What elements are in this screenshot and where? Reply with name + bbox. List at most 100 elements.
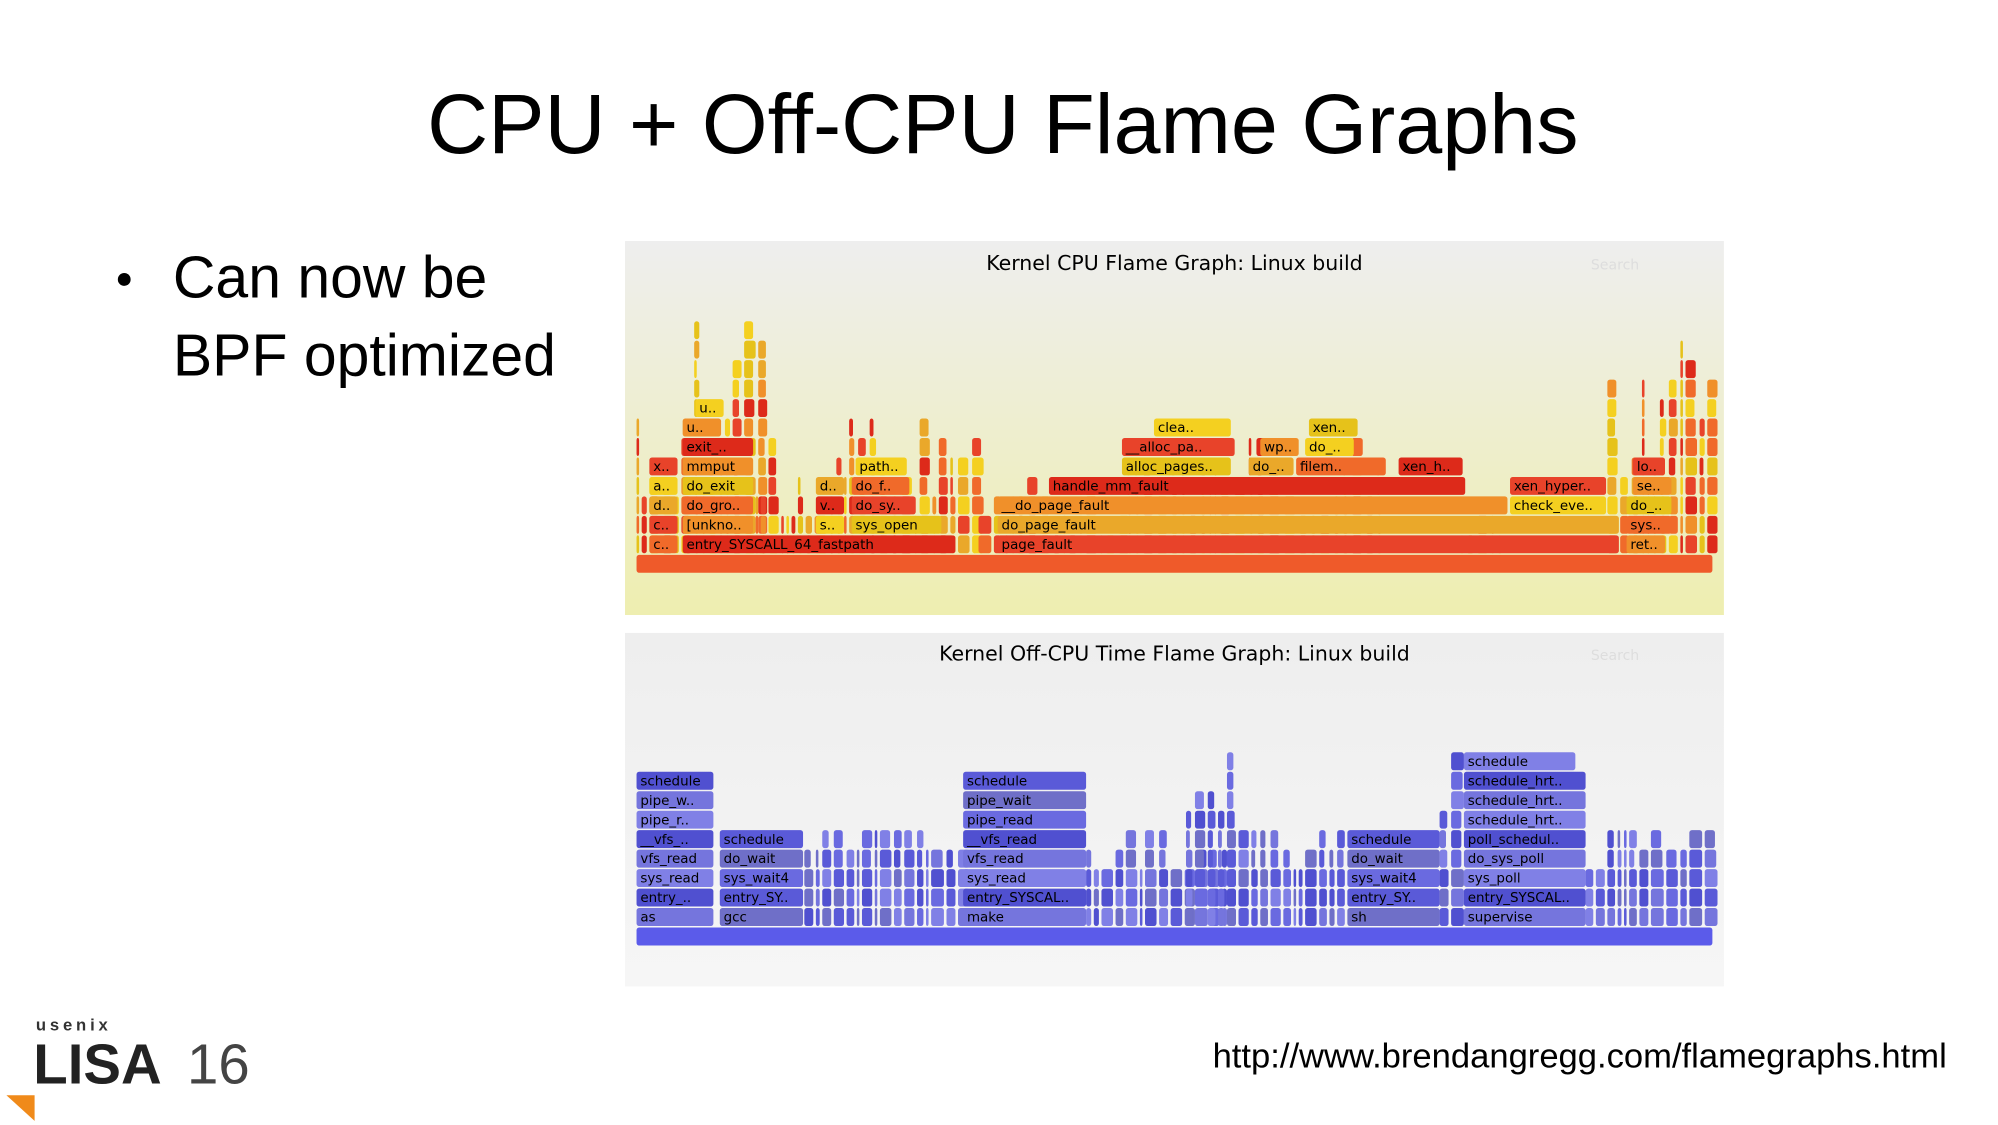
flame-frame: [1207, 869, 1216, 888]
flame-frame: [1329, 908, 1335, 926]
flame-frame: [1185, 810, 1192, 829]
flame-frame: [732, 418, 742, 437]
flame-frame: [732, 360, 742, 379]
flame-frame: [1689, 908, 1703, 926]
flame-frame: [1617, 888, 1622, 907]
offcpu-graph-title: Kernel Off-CPU Time Flame Graph: Linux b…: [939, 642, 1410, 666]
flame-frame: [1238, 888, 1249, 907]
flame-frame: [893, 888, 902, 907]
flame-frame: [760, 515, 766, 534]
flame-frame: [1699, 535, 1705, 554]
flame-frame: [1251, 888, 1258, 907]
flame-frame: [1185, 830, 1190, 849]
flame-frame: [851, 496, 916, 515]
flame-frame: [1260, 830, 1266, 849]
flame-frame: [946, 849, 953, 868]
flame-frame: [1639, 849, 1649, 868]
flame-frame: [1115, 869, 1124, 888]
flame-frame: [1329, 869, 1335, 888]
flame-frame: [893, 849, 901, 868]
flame-frame: [719, 849, 804, 868]
flame-frame: [1607, 399, 1617, 418]
search-button[interactable]: Search: [1591, 648, 1639, 664]
frame-label: do_f..: [856, 480, 892, 495]
flame-frame: [1170, 869, 1183, 888]
flame-frame: [958, 535, 970, 554]
flame-frame: [694, 321, 700, 340]
flame-frame: [874, 869, 878, 888]
flame-frame: [1101, 888, 1113, 907]
flame-frame: [1685, 476, 1696, 495]
flame-frame: [758, 360, 766, 379]
flame-frame: [1639, 869, 1649, 888]
flame-frame: [879, 830, 891, 849]
frame-label: __vfs_..: [639, 833, 688, 848]
slide-title: CPU + Off-CPU Flame Graphs: [427, 76, 1578, 171]
flame-frame: [682, 476, 754, 495]
frame-label: sys_read: [967, 872, 1026, 887]
flame-frame: [1305, 908, 1317, 926]
flame-frame: [1238, 908, 1249, 926]
flame-frame: [1283, 869, 1292, 888]
flame-frame: [1298, 888, 1303, 907]
flame-frame: [1226, 888, 1236, 907]
flame-frame: [1221, 849, 1227, 868]
flame-frame: [1463, 810, 1586, 829]
flame-frame: [744, 399, 755, 418]
frame-label: path..: [859, 460, 898, 475]
flame-frame: [1680, 360, 1683, 379]
flame-frame: [822, 869, 832, 888]
flame-frame: [844, 476, 847, 495]
flame-frame: [849, 418, 853, 437]
flame-frame: [815, 908, 820, 926]
flame-frame: [1305, 888, 1317, 907]
flame-frame: [1145, 830, 1154, 849]
flame-frame: [1125, 869, 1138, 888]
frame-label: entry_SYSCAL..: [1468, 891, 1570, 906]
frame-label: do_wait: [724, 852, 776, 867]
flame-frame: [1194, 869, 1206, 888]
flame-frame: [636, 438, 640, 456]
flame-frame: [997, 496, 1508, 515]
flame-frame: [1607, 849, 1614, 868]
flame-frame: [1680, 888, 1687, 907]
flame-frame: [1337, 849, 1344, 868]
flame-frame: [856, 849, 860, 868]
flame-frame: [636, 496, 640, 515]
flame-frame: [1699, 418, 1705, 437]
flame-frame: [833, 888, 845, 907]
bullet-text: Can now be: [173, 246, 487, 311]
flame-frame: [879, 869, 892, 888]
flame-frame: [938, 438, 947, 456]
flame-frame: [1626, 496, 1672, 515]
flame-frame: [682, 535, 955, 554]
flame-frame: [822, 849, 832, 868]
flame-frame: [1680, 457, 1683, 476]
flame-frame: [950, 476, 953, 495]
flame-frame: [1086, 888, 1092, 907]
flame-frame: [1139, 908, 1143, 926]
flame-frame: [861, 908, 873, 926]
frame-label: sys_read: [640, 872, 699, 887]
flame-frame: [861, 869, 873, 888]
flame-frame: [856, 869, 860, 888]
flame-frame: [636, 771, 714, 790]
flame-frame: [1260, 438, 1299, 456]
flame-frame: [946, 908, 956, 926]
flame-frame: [1086, 849, 1092, 868]
frame-label: schedule_hrt..: [1468, 774, 1563, 789]
search-button[interactable]: Search: [1591, 257, 1639, 273]
flame-frame: [1617, 849, 1622, 868]
flame-frame: [958, 457, 969, 476]
flame-frame: [1159, 888, 1169, 907]
flame-frame: [1463, 869, 1586, 888]
flame-frame: [1680, 399, 1683, 418]
frame-label: __alloc_pa..: [1125, 441, 1203, 456]
flame-frame: [1207, 888, 1216, 907]
flame-frame: [822, 888, 832, 907]
frame-label: exit_..: [686, 441, 726, 456]
flame-frame: [1139, 869, 1143, 888]
flame-frame: [758, 379, 766, 398]
flame-frame: [1624, 908, 1627, 926]
flame-frame: [946, 869, 956, 888]
